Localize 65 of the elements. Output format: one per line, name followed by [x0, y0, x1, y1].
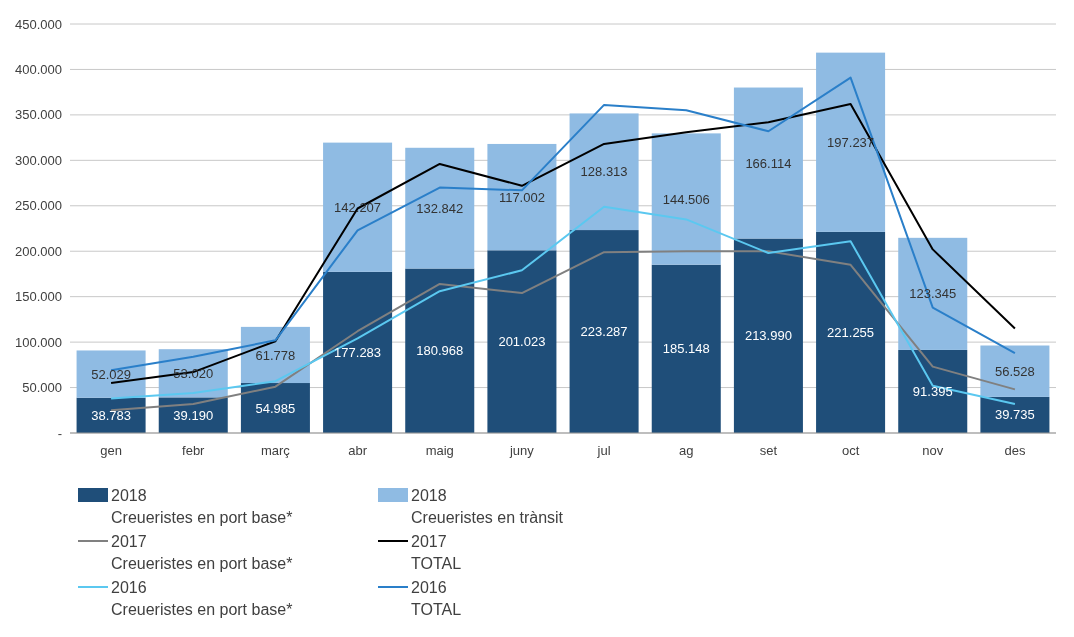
y-tick-label: 450.000 [15, 16, 62, 32]
x-tick-label: març [260, 443, 291, 458]
bar [733, 238, 803, 433]
data-label: 213.990 [744, 328, 792, 344]
legend-label: 2018 Creueristes en port base* [111, 486, 293, 526]
x-tick-label: set [759, 443, 778, 458]
legend-label: 2017 Creueristes en port base* [111, 532, 293, 572]
data-label: 180.968 [416, 343, 464, 359]
bar [816, 231, 886, 433]
data-label: 117.002 [498, 189, 545, 205]
data-label: 128.313 [580, 164, 628, 180]
x-tick-label: gen [100, 443, 122, 458]
data-label: 132.842 [416, 200, 464, 216]
x-tick-label: ag [679, 443, 694, 458]
bar [816, 52, 886, 232]
y-tick-label: 100.000 [15, 334, 62, 350]
bar [487, 250, 557, 433]
data-label: 166.114 [745, 155, 792, 171]
bar [651, 264, 721, 433]
bar [405, 268, 475, 433]
data-label: 201.023 [498, 334, 546, 350]
bar [487, 143, 557, 251]
data-label: 185.148 [662, 341, 710, 357]
data-label: 56.528 [995, 363, 1035, 379]
data-label: 223.287 [580, 324, 628, 340]
bar [898, 237, 968, 350]
data-label: 39.190 [173, 407, 214, 423]
bar [651, 133, 721, 265]
data-label: 144.506 [662, 191, 710, 207]
data-label: 39.735 [995, 407, 1035, 423]
data-label: 177.283 [334, 344, 382, 360]
legend-label: 2017 TOTAL [411, 532, 462, 572]
y-tick-label: 250.000 [15, 198, 62, 214]
data-label: 61.778 [255, 347, 296, 363]
bar [323, 271, 393, 433]
y-tick-label: 300.000 [15, 152, 62, 168]
bar [405, 147, 475, 269]
bar [980, 345, 1050, 397]
bar [569, 230, 639, 433]
x-tick-label: febr [182, 443, 206, 458]
x-tick-label: abr [348, 443, 368, 458]
y-tick-label: 50.000 [22, 380, 62, 396]
x-tick-label: jul [596, 443, 611, 458]
bar [323, 142, 393, 272]
bar [898, 349, 968, 433]
y-tick-label: 350.000 [15, 107, 62, 123]
data-label: 52.029 [91, 366, 131, 382]
data-label: 221.255 [827, 325, 875, 340]
x-tick-label: nov [922, 443, 944, 458]
x-tick-label: oct [841, 443, 860, 458]
legend-label: 2016 Creueristes en port base* [111, 578, 293, 618]
data-label: 38.783 [91, 407, 131, 423]
data-label: 91.395 [912, 384, 953, 400]
bar [569, 113, 639, 231]
x-tick-label: maig [425, 443, 454, 458]
x-tick-label: juny [508, 443, 535, 458]
legend-label: 2016 TOTAL [411, 578, 462, 618]
data-label: 54.985 [255, 400, 296, 416]
y-tick-label: 150.000 [15, 289, 62, 305]
y-tick-label: 200.000 [15, 243, 62, 259]
bar [733, 87, 803, 239]
y-tick-label: - [57, 425, 62, 441]
x-tick-label: des [1004, 443, 1026, 458]
y-tick-label: 400.000 [15, 61, 62, 77]
legend-label: 2018 Creueristes en trànsit [411, 486, 564, 526]
